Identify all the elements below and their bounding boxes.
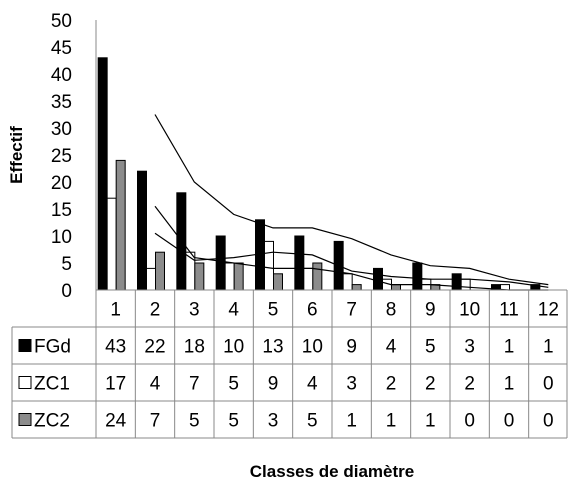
- bar-ZC2-3: [194, 262, 205, 291]
- y-tick-label: 40: [51, 65, 72, 86]
- table-cell: 22: [144, 337, 165, 358]
- table-cell: 0: [504, 411, 515, 432]
- table-cell: 1: [543, 337, 554, 358]
- y-tick-label: 5: [61, 254, 72, 275]
- table-cell: 3: [464, 337, 475, 358]
- table-cell: 5: [425, 337, 436, 358]
- y-tick-label: 30: [51, 119, 72, 140]
- trendline-ZC2: [154, 205, 549, 291]
- y-tick-label: 15: [51, 200, 72, 221]
- table-cell: 1: [386, 411, 397, 432]
- trendline-FGd: [154, 114, 549, 286]
- table-cell: 4: [386, 337, 397, 358]
- table-cell: 9: [346, 337, 357, 358]
- y-axis-ticks: 0 5 10 15 20 25 30 35 40 45 50: [51, 11, 97, 302]
- legend-label-ZC2: ZC2: [34, 411, 70, 432]
- table-cell: 0: [543, 411, 554, 432]
- bar-ZC2-7: [351, 284, 362, 291]
- table-cell: 5: [228, 374, 239, 395]
- y-tick-label: 50: [51, 11, 72, 32]
- y-tick-label: 20: [51, 173, 72, 194]
- category-label: 7: [346, 300, 357, 321]
- bar-FGd-10: [451, 273, 462, 291]
- table-cell: 5: [189, 411, 200, 432]
- y-tick-label: 35: [51, 92, 72, 113]
- table-cell: 10: [223, 337, 244, 358]
- legend-swatch-FGd: [18, 339, 32, 352]
- trendline-ZC1: [154, 232, 549, 288]
- bar-ZC1-5: [264, 240, 274, 291]
- bar-FGd-1: [97, 57, 108, 291]
- category-label: 4: [228, 300, 239, 321]
- category-label: 3: [189, 300, 200, 321]
- table-cell: 3: [268, 411, 279, 432]
- bar-ZC2-6: [312, 262, 323, 291]
- category-label: 5: [268, 300, 279, 321]
- table-cell: 5: [228, 411, 239, 432]
- y-tick-label: 45: [51, 38, 72, 59]
- table-cell: 10: [302, 337, 323, 358]
- bar-ZC1-2: [146, 267, 156, 291]
- bar-ZC2-1: [115, 159, 126, 291]
- table-cell: 1: [504, 337, 515, 358]
- y-tick-label: 0: [61, 281, 72, 302]
- table-cell: 5: [307, 411, 318, 432]
- category-label: 1: [110, 300, 121, 321]
- bars: [97, 57, 541, 291]
- table-cell: 18: [184, 337, 205, 358]
- table-cell: 24: [105, 411, 127, 432]
- bar-FGd-2: [137, 170, 147, 291]
- bar-ZC1-4: [224, 262, 235, 291]
- y-axis-title: Effectif: [7, 126, 26, 184]
- table-cell: 1: [425, 411, 436, 432]
- table-cell: 2: [464, 374, 475, 395]
- category-label: 10: [459, 300, 480, 321]
- x-axis-title: Classes de diamètre: [250, 462, 414, 481]
- category-label: 6: [307, 300, 318, 321]
- bar-ZC2-5: [273, 273, 283, 291]
- table-cell: 2: [425, 374, 436, 395]
- table-cell: 2: [386, 374, 397, 395]
- legend-swatch-ZC2: [18, 413, 32, 426]
- bar-ZC1-10: [460, 278, 471, 291]
- y-tick-label: 25: [51, 146, 72, 167]
- table-cell: 4: [307, 374, 318, 395]
- table-cell: 17: [105, 374, 126, 395]
- bar-ZC1-1: [106, 197, 117, 291]
- table-cell: 1: [346, 411, 357, 432]
- y-tick-label: 10: [51, 227, 72, 248]
- table-cell: 9: [268, 374, 279, 395]
- table-cell: 0: [464, 411, 475, 432]
- legend-label-ZC1: ZC1: [34, 374, 70, 395]
- table-cell: 7: [189, 374, 200, 395]
- table-cell: 3: [346, 374, 357, 395]
- trendlines: [154, 114, 549, 291]
- table-cell: 4: [150, 374, 161, 395]
- bar-FGd-9: [412, 262, 423, 291]
- bar-ZC1-7: [342, 273, 353, 291]
- legend-label-FGd: FGd: [34, 337, 71, 358]
- legend-swatch-ZC1: [18, 376, 32, 389]
- category-label: 9: [425, 300, 436, 321]
- table-cell: 1: [504, 374, 515, 395]
- table-cell: 13: [262, 337, 283, 358]
- bar-ZC1-6: [303, 267, 314, 291]
- bar-ZC2-4: [233, 262, 244, 291]
- bar-ZC2-2: [155, 251, 165, 291]
- bar-FGd-4: [215, 235, 226, 291]
- table-cell: 0: [543, 374, 554, 395]
- bar-FGd-6: [294, 235, 305, 291]
- category-label: 8: [386, 300, 397, 321]
- bar-ZC2-8: [391, 284, 401, 291]
- table-cell: 43: [105, 337, 126, 358]
- bar-FGd-8: [373, 267, 383, 291]
- category-label: 11: [499, 300, 519, 321]
- category-label: 2: [150, 300, 161, 321]
- category-label: 12: [538, 300, 559, 321]
- table-cell: 7: [150, 411, 161, 432]
